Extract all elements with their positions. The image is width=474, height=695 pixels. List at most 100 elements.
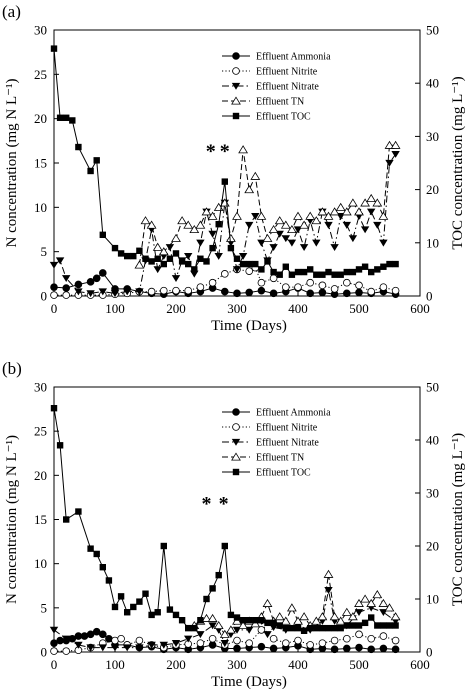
panel-b-point-effluent-toc-27 [227, 611, 235, 619]
panel-b-ylabel-right: TOC concentration (mg L⁻¹) [450, 433, 466, 606]
panel-b-point-effluent-nitrate-1 [62, 635, 71, 643]
panel-a-point-effluent-nitrate-3 [74, 288, 83, 296]
panel-b-point-effluent-toc-12 [136, 598, 143, 605]
panel-a-point-effluent-toc-31 [252, 260, 259, 268]
panel-b-point-effluent-ammonia-31 [367, 645, 376, 654]
panel-a-ytick-left-30: 30 [34, 23, 47, 38]
panel-b-point-effluent-toc-21 [191, 624, 198, 632]
panel-b-point-effluent-toc-3 [75, 508, 82, 515]
panel-a-ytick-right-40: 40 [426, 76, 439, 91]
panel-b-legend-label-effluent-nitrite: Effluent Nitrite [256, 423, 318, 434]
panel-a-point-effluent-toc-53 [386, 260, 393, 268]
panel-b-point-effluent-toc-52 [380, 622, 387, 629]
panel-a-point-effluent-nitrite-12 [196, 283, 205, 291]
panel-a-point-effluent-ammonia-18 [257, 286, 266, 295]
panel-b-annotation-2: * [219, 493, 229, 515]
panel-b-point-effluent-nitrate-29 [354, 609, 364, 617]
panel-b-point-effluent-tn-5 [219, 629, 230, 638]
panel-a-point-effluent-toc-11 [130, 252, 137, 260]
panel-a-point-effluent-nitrate-48 [379, 239, 388, 247]
panel-a-point-effluent-nitrite-9 [160, 286, 168, 295]
panel-b-ytick-left-30: 30 [34, 380, 47, 395]
panel-a-point-effluent-toc-50 [368, 268, 375, 276]
panel-b-point-effluent-toc-45 [337, 624, 344, 632]
panel-b-point-effluent-toc-42 [319, 624, 326, 632]
panel-a-point-effluent-toc-52 [380, 263, 387, 270]
panel-a-point-effluent-tn-17 [244, 185, 255, 194]
panel-b-point-effluent-tn-29 [366, 598, 377, 607]
panel-a-point-effluent-nitrite-0 [50, 291, 58, 299]
panel-b-point-effluent-toc-41 [313, 624, 320, 632]
panel-a-point-effluent-toc-8 [111, 244, 119, 252]
panel-b-point-effluent-tn-24 [335, 616, 346, 625]
panel-a-point-effluent-nitrate-21 [214, 252, 223, 260]
panel-b-point-effluent-nitrate-0 [49, 626, 59, 634]
panel-b-point-effluent-nitrite-23 [318, 639, 327, 647]
panel-a-point-effluent-toc-49 [361, 263, 369, 270]
panel-a-point-effluent-toc-36 [282, 263, 289, 270]
panel-a-series-effluent-toc [50, 45, 399, 278]
panel-a-point-effluent-nitrate-45 [360, 226, 370, 234]
panel-b-point-effluent-toc-50 [368, 614, 375, 621]
panel-a-point-effluent-tn-35 [354, 207, 364, 216]
panel-b-legend-marker-effluent-ammonia [232, 408, 240, 416]
panel-a-ytick-right-0: 0 [426, 289, 433, 304]
panel-a-point-effluent-ammonia-17 [245, 288, 254, 297]
panel-b-point-effluent-toc-10 [124, 609, 131, 616]
panel-b-point-effluent-tn-23 [329, 612, 340, 621]
panel-b-legend-marker-effluent-toc [232, 468, 240, 476]
panel-b-point-effluent-nitrite-6 [117, 634, 125, 643]
panel-b-label: (b) [2, 359, 22, 378]
panel-a-point-effluent-nitrate-33 [287, 239, 297, 247]
panel-a-point-effluent-toc-24 [209, 244, 216, 252]
panel-b-point-effluent-ammonia-32 [379, 644, 388, 653]
panel-b-point-effluent-toc-25 [215, 571, 222, 579]
panel-a-point-effluent-nitrite-10 [172, 286, 180, 295]
panel-a-point-effluent-nitrite-24 [330, 285, 339, 293]
panel-a-legend-label-effluent-nitrite: Effluent Nitrite [256, 67, 318, 78]
panel-a-point-effluent-tn-31 [329, 207, 340, 216]
panel-a-point-effluent-toc-48 [355, 266, 363, 273]
panel-b-point-effluent-nitrite-14 [208, 634, 217, 643]
panel-a-xtick-200: 200 [166, 301, 186, 316]
panel-a-point-effluent-toc-43 [325, 268, 332, 276]
panel-b-point-effluent-toc-46 [343, 622, 350, 629]
panel-b-legend-label-effluent-ammonia: Effluent Ammonia [256, 408, 331, 419]
panel-a-point-effluent-toc-26 [221, 178, 228, 185]
panel-a-point-effluent-nitrate-16 [184, 252, 193, 260]
panel-a-point-effluent-ammonia-1 [62, 284, 70, 292]
panel-a-point-effluent-tn-11 [207, 211, 218, 220]
panel-b-point-effluent-tn-27 [354, 598, 364, 607]
panel-b-annotation-1: * [202, 493, 212, 515]
panel-b-point-effluent-toc-0 [50, 405, 58, 412]
panel-b-point-effluent-tn-26 [347, 612, 358, 621]
panel-a-point-effluent-tn-14 [225, 233, 236, 242]
panel-a-point-effluent-toc-0 [50, 45, 58, 52]
panel-b-point-effluent-toc-32 [258, 617, 265, 624]
panel-a-ytick-right-50: 50 [426, 23, 439, 38]
panel-b-point-effluent-toc-2 [63, 516, 70, 523]
panel-a-legend-marker-effluent-toc [232, 112, 240, 120]
panel-a-point-effluent-toc-17 [166, 255, 174, 262]
panel-b-point-effluent-toc-47 [349, 622, 357, 629]
panel-b-point-effluent-nitrate-20 [263, 631, 272, 639]
panel-a-legend-label-effluent-tn: Effluent TN [256, 97, 304, 108]
panel-a-point-effluent-toc-25 [215, 220, 222, 228]
panel-b-point-effluent-nitrite-0 [50, 647, 58, 655]
panel-a-xtick-600: 600 [410, 301, 430, 316]
panel-a-label: (a) [2, 2, 21, 21]
panel-b-point-effluent-toc-1 [56, 442, 64, 449]
panel-a-point-effluent-ammonia-23 [318, 288, 327, 297]
panel-b-xtick-500: 500 [349, 657, 369, 672]
panel-a-annotation-2: * [220, 141, 230, 163]
panel-a-xtick-100: 100 [105, 301, 125, 316]
panel-a-point-effluent-nitrite-13 [208, 278, 217, 287]
panel-a-point-effluent-toc-37 [288, 271, 296, 278]
panel-a-point-effluent-toc-7 [99, 231, 106, 239]
panel-b-legend-label-effluent-nitrate: Effluent Nitrate [256, 438, 319, 449]
panel-a-point-effluent-toc-20 [185, 260, 192, 268]
panel-a-point-effluent-tn-32 [335, 202, 346, 211]
panel-b-point-effluent-toc-26 [221, 542, 228, 550]
panel-a-point-effluent-toc-35 [276, 271, 283, 278]
panel-a-point-effluent-tn-24 [286, 224, 297, 234]
